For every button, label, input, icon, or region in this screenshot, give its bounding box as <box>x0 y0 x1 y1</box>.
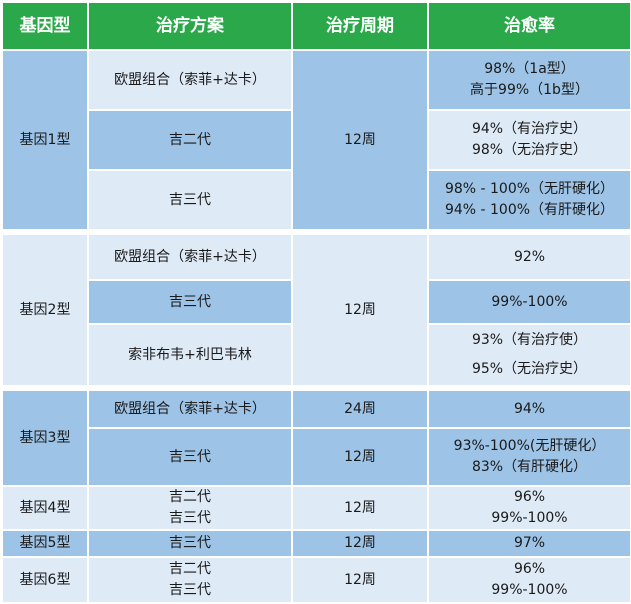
g1-plan-eu: 欧盟组合（索菲+达卡） <box>87 49 293 111</box>
header-period: 治疗周期 <box>291 1 429 51</box>
g5-plan: 吉三代 <box>87 529 293 558</box>
g1-rate-gen2: 94%（有治疗史） 98%（无治疗史） <box>427 109 631 171</box>
plan-line: 吉三代 <box>169 582 211 598</box>
g3-period-eu: 24周 <box>291 389 429 429</box>
rate-line: 高于99%（1b型） <box>470 82 589 98</box>
g3-plan-eu: 欧盟组合（索菲+达卡） <box>87 389 293 429</box>
g6-rates: 96% 99%-100% <box>427 556 631 604</box>
header-rate: 治愈率 <box>427 1 631 51</box>
g1-rate-gen3: 98% - 100%（无肝硬化） 94% - 100%（有肝硬化） <box>427 169 631 231</box>
rate-line: 95%（无治疗史） <box>471 361 588 377</box>
rate-line: 93%-100%(无肝硬化） <box>453 438 606 454</box>
plan-line: 吉二代 <box>169 489 211 505</box>
g4-plans: 吉二代 吉三代 <box>87 485 293 531</box>
table-row: 索非布韦+利巴韦林 93%（有治疗使） 95%（无治疗史） <box>2 323 631 387</box>
g2-rate-gen3: 99%-100% <box>427 279 631 325</box>
table-row: 基因6型 吉二代 吉三代 12周 96% 99%-100% <box>1 556 631 604</box>
g2-rate-sof-rbv: 93%（有治疗使） 95%（无治疗史） <box>427 323 631 387</box>
g6-plans: 吉二代 吉三代 <box>87 556 293 604</box>
genotype-1-label: 基因1型 <box>1 49 89 231</box>
g3-rate-gen3: 93%-100%(无肝硬化） 83%（有肝硬化） <box>427 427 631 487</box>
g5-rate: 97% <box>427 529 631 558</box>
group-divider <box>1 385 631 391</box>
plan-line: 吉三代 <box>169 510 211 526</box>
g6-period: 12周 <box>291 556 429 604</box>
g2-rate-eu: 92% <box>427 233 631 281</box>
g2-plan-gen3: 吉三代 <box>87 279 293 325</box>
header-genotype: 基因型 <box>1 1 89 51</box>
header-plan: 治疗方案 <box>87 1 293 51</box>
rate-line: 94%（有治疗史） <box>471 121 588 137</box>
genotype-5-label: 基因5型 <box>1 529 89 558</box>
g3-period-gen3: 12周 <box>291 427 429 487</box>
genotype-4-label: 基因4型 <box>1 485 89 531</box>
rate-line: 83%（有肝硬化） <box>471 459 588 475</box>
g2-plan-sof-rbv: 索非布韦+利巴韦林 <box>87 323 293 387</box>
group-divider <box>1 229 631 235</box>
g3-rate-eu: 94% <box>427 389 631 429</box>
table-row: 基因1型 欧盟组合（索菲+达卡） 12周 98%（1a型） 高于99%（1b型） <box>1 49 631 231</box>
table-row: 吉三代 99%-100% <box>2 279 631 325</box>
g3-plan-gen3: 吉三代 <box>87 427 293 487</box>
rate-line: 93%（有治疗使） <box>471 332 588 348</box>
table-row: 吉三代 98% - 100%（无肝硬化） 94% - 100%（有肝硬化） <box>2 169 631 231</box>
g4-period: 12周 <box>291 485 429 531</box>
rate-line: 99%-100% <box>491 582 568 598</box>
g1-plan-gen2: 吉二代 <box>87 109 293 171</box>
header-row: 基因型 治疗方案 治疗周期 治愈率 <box>1 1 631 51</box>
rate-line: 94% - 100%（有肝硬化） <box>444 202 615 218</box>
genotype-6-label: 基因6型 <box>1 556 89 604</box>
rate-line: 98% - 100%（无肝硬化） <box>444 181 615 197</box>
rate-line: 96% <box>513 489 546 505</box>
g1-plan-gen3: 吉三代 <box>87 169 293 231</box>
g5-period: 12周 <box>291 529 429 558</box>
plan-line: 吉二代 <box>169 561 211 577</box>
table-row: 基因2型 欧盟组合（索菲+达卡） 12周 92% <box>1 233 631 387</box>
genotype-2-label: 基因2型 <box>1 233 89 387</box>
g4-rates: 96% 99%-100% <box>427 485 631 531</box>
g2-plan-eu: 欧盟组合（索菲+达卡） <box>87 233 293 281</box>
table-row: 吉二代 94%（有治疗史） 98%（无治疗史） <box>2 109 631 171</box>
genotype-3-label: 基因3型 <box>1 389 89 487</box>
rate-line: 98%（无治疗史） <box>471 142 588 158</box>
table-row: 吉三代 12周 93%-100%(无肝硬化） 83%（有肝硬化） <box>2 427 631 487</box>
table-row: 基因3型 欧盟组合（索菲+达卡） 24周 94% <box>1 389 631 487</box>
table-row: 基因4型 吉二代 吉三代 12周 96% 99%-100% <box>1 485 631 531</box>
rate-line: 96% <box>513 561 546 577</box>
rate-line: 98%（1a型） <box>484 61 575 77</box>
g2-period: 12周 <box>291 233 429 387</box>
g1-period: 12周 <box>291 49 429 231</box>
rate-line: 99%-100% <box>491 510 568 526</box>
g1-rate-eu: 98%（1a型） 高于99%（1b型） <box>427 49 631 111</box>
table-row: 基因5型 吉三代 12周 97% <box>1 529 631 558</box>
